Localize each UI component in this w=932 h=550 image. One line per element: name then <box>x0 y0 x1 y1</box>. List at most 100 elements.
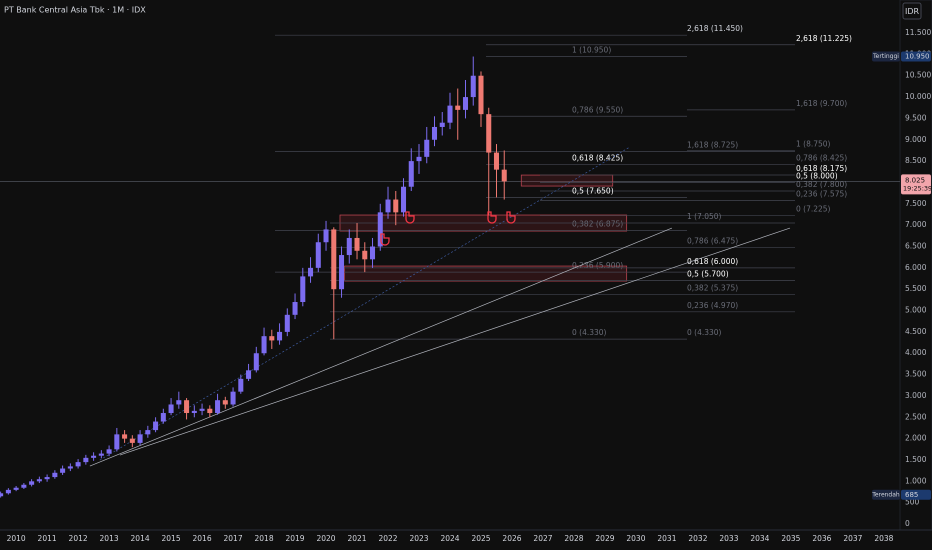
fib-label: 0,236 (5.900) <box>572 261 623 270</box>
fib-label: 1 (7.050) <box>687 212 722 221</box>
candle-body <box>269 336 275 341</box>
fib-label: 0,786 (9.550) <box>572 105 623 114</box>
x-tick-label: 2024 <box>440 534 459 543</box>
candle-body <box>36 479 42 482</box>
candle-body <box>462 97 469 110</box>
candle-body <box>52 472 58 478</box>
candle-body <box>91 455 97 458</box>
candle-body <box>129 438 135 443</box>
fib-label: 0,618 (8.175) <box>796 164 847 173</box>
x-tick-label: 2032 <box>688 534 707 543</box>
y-tick-label: 6.000 <box>905 263 927 272</box>
candle-body <box>13 487 19 490</box>
candle-body <box>308 267 314 277</box>
y-tick-label: 9.000 <box>905 135 927 144</box>
candle-body <box>230 391 236 405</box>
x-tick-label: 2033 <box>719 534 738 543</box>
candle-body <box>160 413 166 422</box>
x-tick-label: 2011 <box>38 534 57 543</box>
candle-body <box>478 75 484 115</box>
candle-body <box>300 276 306 303</box>
candle-body <box>408 161 414 187</box>
candle-body <box>98 453 104 456</box>
y-tick-label: 500 <box>905 498 920 507</box>
x-tick-label: 2020 <box>316 534 335 543</box>
pointer-icon <box>487 211 497 224</box>
fib-label: 0,5 (7.650) <box>572 186 614 195</box>
extreme-value-box <box>901 489 931 500</box>
candle-body <box>0 493 4 497</box>
candle-body <box>222 400 228 405</box>
x-tick-label: 2034 <box>750 534 769 543</box>
candle-body <box>385 199 391 213</box>
candle-body <box>191 410 197 414</box>
extreme-label: Terendah <box>871 491 900 498</box>
fib-label: 0,618 (8.425) <box>572 153 623 162</box>
candle-body <box>60 468 66 473</box>
candle-body <box>199 408 205 411</box>
candle-body <box>431 126 438 140</box>
trendline <box>119 227 791 456</box>
candle-body <box>393 199 399 213</box>
y-tick-label: 2.500 <box>905 412 927 421</box>
candle-body <box>377 212 383 247</box>
x-tick-label: 2023 <box>409 534 428 543</box>
zone <box>344 265 628 282</box>
y-tick-label: 4.500 <box>905 327 927 336</box>
candle-body <box>315 242 321 268</box>
x-tick-label: 2038 <box>874 534 893 543</box>
candle-body <box>145 430 151 435</box>
x-tick-label: 2036 <box>812 534 831 543</box>
fib-label: 2,618 (11.450) <box>687 24 743 33</box>
candle-body <box>493 152 500 170</box>
candle-body <box>346 237 352 256</box>
fib-label: 0,786 (8.425) <box>796 153 847 162</box>
y-tick-label: 3.500 <box>905 370 927 379</box>
y-tick-label: 11.500 <box>905 28 931 37</box>
zone <box>520 174 614 187</box>
extreme-label: Tertinggi <box>872 53 899 60</box>
extreme-tag <box>872 489 900 500</box>
x-tick-label: 2014 <box>131 534 150 543</box>
candle-body <box>83 457 89 463</box>
candle-body <box>331 229 337 290</box>
fib-label: 0 (4.330) <box>687 328 722 337</box>
candle-body <box>5 489 11 494</box>
candle-body <box>215 400 221 414</box>
candle-body <box>75 462 81 467</box>
candle-body <box>439 122 445 127</box>
y-tick-label: 2.000 <box>905 434 927 443</box>
candle-body <box>67 466 73 469</box>
y-tick-label: 5.000 <box>905 306 927 315</box>
y-tick-label: 10.500 <box>905 71 931 80</box>
y-tick-label: 1.500 <box>905 455 927 464</box>
candle-body <box>184 400 190 414</box>
currency-box[interactable] <box>902 2 922 20</box>
pointer-icon <box>405 211 415 224</box>
x-tick-label: 2030 <box>626 534 645 543</box>
candle-body <box>486 114 492 153</box>
x-tick-label: 2037 <box>843 534 862 543</box>
y-tick-label: 8.500 <box>905 156 927 165</box>
candle-body <box>114 434 120 450</box>
candle-body <box>284 314 290 332</box>
fib-label: 0,236 (7.575) <box>796 190 847 199</box>
countdown: 19:25:39 <box>903 184 932 192</box>
fib-label: 0,618 (6.000) <box>687 257 738 266</box>
last-price: 8.025 <box>905 176 925 184</box>
candle-body <box>416 156 422 162</box>
fib-label: 0,382 (7.800) <box>796 180 847 189</box>
candle-body <box>122 434 128 439</box>
trendline <box>99 146 630 461</box>
candle-body <box>370 246 376 260</box>
candle-body <box>153 421 159 431</box>
x-tick-label: 2027 <box>533 534 552 543</box>
y-tick-label: 6.500 <box>905 242 927 251</box>
y-tick-label: 10.000 <box>905 92 931 101</box>
candle-body <box>168 404 174 414</box>
candle-body <box>447 105 453 123</box>
x-tick-label: 2031 <box>657 534 676 543</box>
x-tick-label: 2028 <box>564 534 583 543</box>
